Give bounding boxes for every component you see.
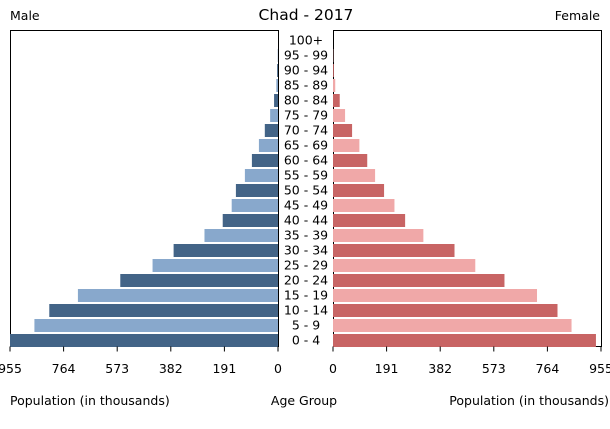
female-tick-label: 573 bbox=[482, 361, 506, 376]
male-tick-label: 191 bbox=[212, 361, 236, 376]
age-group-label: 40 - 44 bbox=[284, 213, 328, 228]
male-bar bbox=[277, 64, 278, 77]
age-group-label: 65 - 69 bbox=[284, 138, 328, 153]
age-group-label: 15 - 19 bbox=[284, 288, 328, 303]
female-bar bbox=[333, 289, 537, 302]
age-group-label: 90 - 94 bbox=[284, 63, 328, 78]
female-bars bbox=[333, 49, 596, 347]
female-bar bbox=[333, 259, 475, 272]
age-group-label: 25 - 29 bbox=[284, 258, 328, 273]
age-group-label: 20 - 24 bbox=[284, 273, 328, 288]
chart-title: Chad - 2017 bbox=[259, 6, 354, 24]
female-bar bbox=[333, 154, 367, 167]
female-tick-label: 955 bbox=[589, 361, 610, 376]
male-tick-label: 573 bbox=[105, 361, 129, 376]
male-bar bbox=[34, 319, 278, 332]
female-tick-label: 764 bbox=[535, 361, 559, 376]
age-group-label: 60 - 64 bbox=[284, 153, 328, 168]
female-bar bbox=[333, 79, 335, 92]
age-group-label: 75 - 79 bbox=[284, 108, 328, 123]
male-axis-label: Population (in thousands) bbox=[10, 393, 170, 408]
male-bar bbox=[252, 154, 278, 167]
age-group-label: 0 - 4 bbox=[292, 333, 320, 348]
age-group-label: 80 - 84 bbox=[284, 93, 328, 108]
age-group-label: 70 - 74 bbox=[284, 123, 328, 138]
male-bar bbox=[245, 169, 278, 182]
female-bar bbox=[333, 304, 558, 317]
age-group-label: 95 - 99 bbox=[284, 48, 328, 63]
male-axis-ticks: 955 764 573 382 191 0 bbox=[0, 347, 282, 377]
male-tick-label: 764 bbox=[52, 361, 76, 376]
male-tick-label: 955 bbox=[0, 361, 22, 376]
age-group-label: 45 - 49 bbox=[284, 198, 328, 213]
male-bar bbox=[223, 214, 278, 227]
female-bar bbox=[333, 109, 345, 122]
female-label: Female bbox=[555, 8, 601, 23]
male-bar bbox=[174, 244, 278, 257]
male-bar bbox=[120, 274, 278, 287]
male-bar bbox=[236, 184, 278, 197]
age-group-label: 5 - 9 bbox=[292, 318, 320, 333]
female-bar bbox=[333, 64, 334, 77]
male-bar bbox=[10, 334, 278, 347]
female-bar bbox=[333, 94, 340, 107]
female-bar bbox=[333, 214, 405, 227]
female-tick-label: 0 bbox=[329, 361, 337, 376]
female-axis-label: Population (in thousands) bbox=[449, 393, 609, 408]
female-bar bbox=[333, 334, 596, 347]
female-bar bbox=[333, 139, 359, 152]
male-bar bbox=[270, 109, 278, 122]
male-bar bbox=[204, 229, 278, 242]
age-group-label: 50 - 54 bbox=[284, 183, 328, 198]
male-bars bbox=[10, 49, 278, 347]
male-bar bbox=[232, 199, 278, 212]
female-bar bbox=[333, 199, 394, 212]
age-group-label: 100+ bbox=[289, 33, 323, 48]
male-bar bbox=[265, 124, 278, 137]
female-tick-label: 191 bbox=[375, 361, 399, 376]
male-tick-label: 0 bbox=[274, 361, 282, 376]
male-bar bbox=[78, 289, 278, 302]
age-group-label: 10 - 14 bbox=[284, 303, 328, 318]
age-group-label: 85 - 89 bbox=[284, 78, 328, 93]
female-tick-label: 382 bbox=[428, 361, 452, 376]
female-bar bbox=[333, 244, 455, 257]
age-group-label: 30 - 34 bbox=[284, 243, 328, 258]
age-group-label: 35 - 39 bbox=[284, 228, 328, 243]
male-bar bbox=[49, 304, 278, 317]
female-bar bbox=[333, 319, 572, 332]
male-bar bbox=[274, 94, 278, 107]
female-bar bbox=[333, 184, 384, 197]
age-group-label: 55 - 59 bbox=[284, 168, 328, 183]
age-axis-label: Age Group bbox=[271, 393, 337, 408]
male-tick-label: 382 bbox=[159, 361, 183, 376]
male-bar bbox=[259, 139, 278, 152]
female-bar bbox=[333, 124, 352, 137]
male-bar bbox=[276, 79, 278, 92]
male-bar bbox=[153, 259, 278, 272]
female-bar bbox=[333, 229, 423, 242]
female-bar bbox=[333, 169, 375, 182]
male-label: Male bbox=[10, 8, 40, 23]
female-axis-ticks: 0 191 382 573 764 955 bbox=[329, 347, 610, 377]
female-bar bbox=[333, 274, 504, 287]
